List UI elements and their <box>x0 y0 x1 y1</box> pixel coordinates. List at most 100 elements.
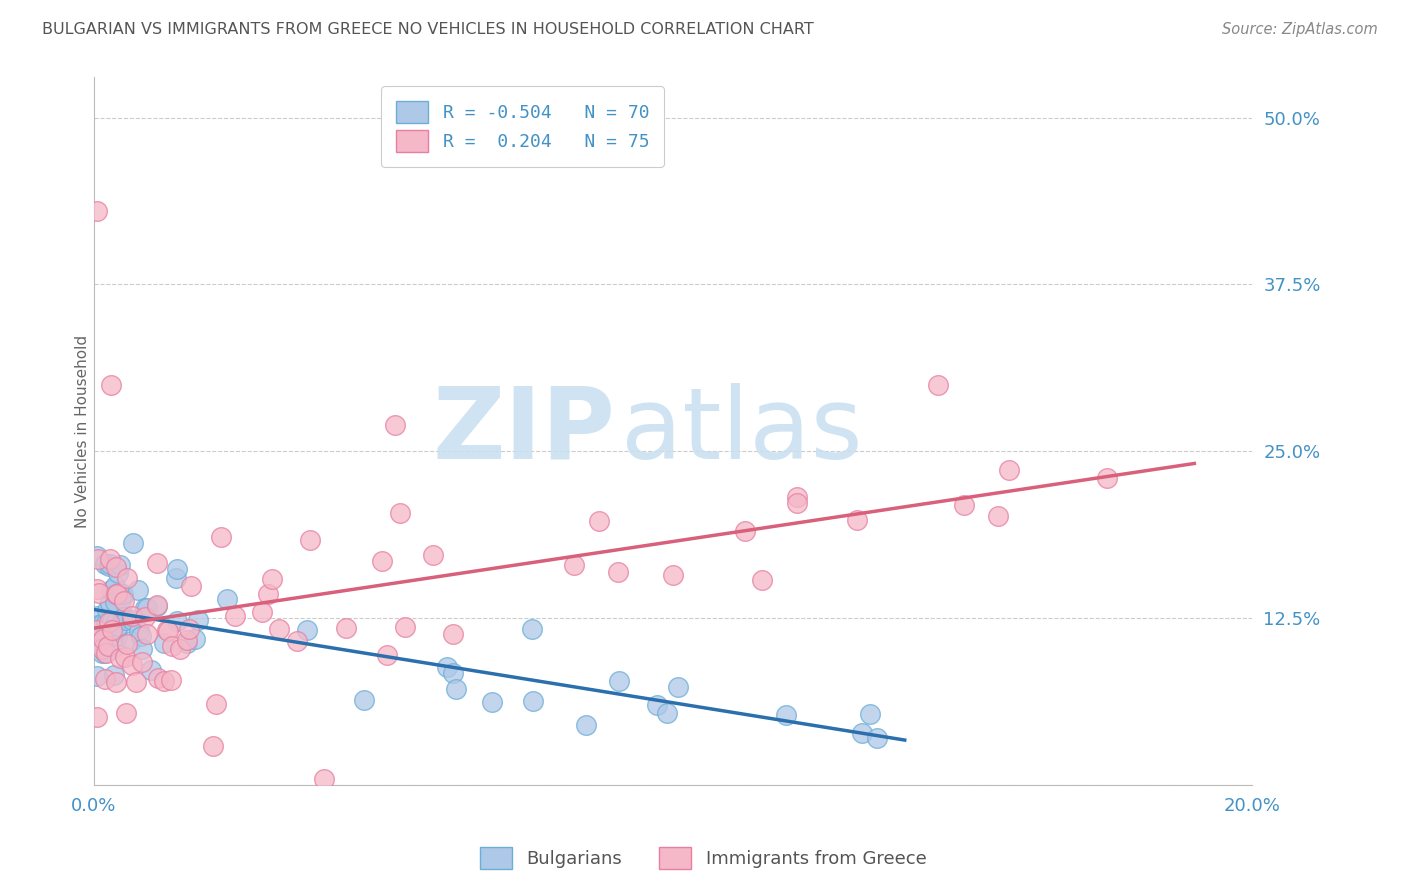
Point <box>146 556 169 570</box>
Point <box>209 530 232 544</box>
Point <box>121 609 143 624</box>
Point <box>156 623 179 637</box>
Point <box>115 706 138 720</box>
Point <box>87 618 110 632</box>
Point <box>285 634 308 648</box>
Point <box>859 706 882 721</box>
Point <box>108 558 131 573</box>
Point <box>371 554 394 568</box>
Point <box>335 622 357 636</box>
Point <box>166 614 188 628</box>
Point <box>394 619 416 633</box>
Legend: Bulgarians, Immigrants from Greece: Bulgarians, Immigrants from Greece <box>471 838 935 879</box>
Point <box>866 731 889 745</box>
Point <box>987 508 1010 523</box>
Point <box>384 417 406 432</box>
Point <box>177 623 200 637</box>
Point <box>136 627 159 641</box>
Point <box>94 646 117 660</box>
Point <box>100 583 122 598</box>
Point <box>91 632 114 646</box>
Text: BULGARIAN VS IMMIGRANTS FROM GREECE NO VEHICLES IN HOUSEHOLD CORRELATION CHART: BULGARIAN VS IMMIGRANTS FROM GREECE NO V… <box>42 22 814 37</box>
Point <box>127 583 149 598</box>
Point <box>98 558 121 572</box>
Point <box>662 568 685 582</box>
Point <box>165 571 187 585</box>
Point <box>110 587 132 601</box>
Point <box>734 524 756 538</box>
Point <box>114 613 136 627</box>
Point <box>562 558 585 573</box>
Text: atlas: atlas <box>621 383 862 480</box>
Point <box>104 587 127 601</box>
Point <box>176 632 198 647</box>
Point <box>588 514 610 528</box>
Point <box>114 650 136 665</box>
Point <box>441 627 464 641</box>
Point <box>135 600 157 615</box>
Point <box>94 672 117 686</box>
Point <box>184 632 207 646</box>
Point <box>101 624 124 638</box>
Point <box>87 551 110 566</box>
Point <box>112 587 135 601</box>
Point <box>845 513 868 527</box>
Point <box>927 377 949 392</box>
Point <box>157 624 180 639</box>
Point <box>86 624 108 638</box>
Point <box>86 617 108 632</box>
Point <box>105 675 128 690</box>
Point <box>522 694 544 708</box>
Point <box>105 560 128 574</box>
Point <box>94 646 117 660</box>
Point <box>139 663 162 677</box>
Point <box>575 718 598 732</box>
Point <box>607 565 630 579</box>
Point <box>91 641 114 656</box>
Point <box>314 772 336 786</box>
Point <box>97 640 120 654</box>
Point <box>520 622 543 636</box>
Point <box>107 619 129 633</box>
Point <box>775 708 797 723</box>
Point <box>86 669 108 683</box>
Point <box>105 629 128 643</box>
Point <box>104 578 127 592</box>
Point <box>134 610 156 624</box>
Point <box>86 204 108 219</box>
Point <box>86 608 108 623</box>
Point <box>215 592 238 607</box>
Point <box>121 657 143 672</box>
Point <box>441 666 464 681</box>
Point <box>145 598 167 612</box>
Point <box>134 601 156 615</box>
Point <box>90 636 112 650</box>
Point <box>107 566 129 580</box>
Point <box>153 636 176 650</box>
Point <box>751 573 773 587</box>
Point <box>153 674 176 689</box>
Point <box>422 548 444 562</box>
Point <box>105 615 128 630</box>
Point <box>131 642 153 657</box>
Point <box>104 640 127 654</box>
Point <box>90 646 112 660</box>
Legend: R = -0.504   N = 70, R =  0.204   N = 75: R = -0.504 N = 70, R = 0.204 N = 75 <box>381 87 664 167</box>
Point <box>103 667 125 681</box>
Point <box>180 578 202 592</box>
Point <box>953 498 976 512</box>
Point <box>436 660 458 674</box>
Point <box>169 642 191 657</box>
Point <box>129 629 152 643</box>
Point <box>607 674 630 689</box>
Point <box>187 613 209 627</box>
Point <box>112 593 135 607</box>
Point <box>388 506 411 520</box>
Point <box>96 603 118 617</box>
Point <box>146 599 169 614</box>
Point <box>353 692 375 706</box>
Text: ZIP: ZIP <box>432 383 616 480</box>
Point <box>107 587 129 601</box>
Point <box>110 651 132 665</box>
Point <box>98 551 121 566</box>
